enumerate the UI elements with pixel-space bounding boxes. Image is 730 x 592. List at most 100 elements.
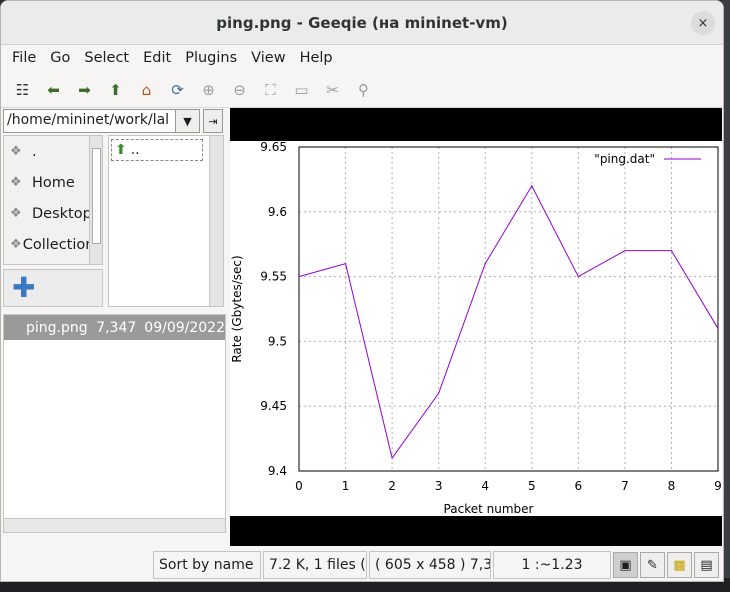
x-tick-label: 9 [714,479,722,493]
plus-icon: ✚ [12,271,36,304]
back-icon[interactable]: ⬅ [47,80,60,99]
preferences-icon[interactable]: ✂ [326,80,339,99]
info-button[interactable]: ▣ [613,552,638,578]
refresh-icon[interactable]: ⟳ [171,80,184,99]
data-point [391,457,393,459]
parent-folder-item[interactable]: ⬆ .. [111,139,203,161]
image-viewer[interactable]: 0 1 2 3 4 5 6 7 8 9 9.4 9.45 9.5 9.55 9.6 9.65 Packet nu… [230,108,722,546]
path-bar: /home/mininet/work/lal ▼ ⇥ [3,109,226,133]
y-tick-label: 9.55 [260,270,287,284]
y-axis-label: Rate (Gbytes/sec) [230,255,244,362]
y-tick-label: 9.4 [268,464,287,478]
add-bookmark-button[interactable]: ✚ [3,269,103,307]
x-tick-label: 2 [388,479,396,493]
desktop-background [722,0,730,592]
folder-icon: ❖ [10,206,22,221]
pencil-icon: ✎ [647,557,658,573]
close-button[interactable]: × [691,11,715,35]
menu-file[interactable]: File [12,50,37,66]
toolbar: ☷ ⬅ ➡ ⬆ ⌂ ⟳ ⊕ ⊖ ⛶ ▭ ✂ ⚲ [1,72,723,108]
forward-icon[interactable]: ➡ [78,80,91,99]
legend-label: "ping.dat" [594,152,655,166]
data-point [298,276,300,278]
zoom-in-icon[interactable]: ⊕ [202,80,215,99]
x-tick-label: 1 [342,479,350,493]
data-point [577,276,579,278]
x-tick-label: 4 [481,479,489,493]
menu-go[interactable]: Go [50,50,71,66]
file-size: 7,347 [96,319,137,336]
path-go-button[interactable]: ⇥ [203,109,223,133]
status-bar: Sort by name 7.2 K, 1 files ( ( 605 x 45… [1,549,723,581]
directory-list: ⬆ .. [108,135,224,307]
data-point [484,263,486,265]
menu-help[interactable]: Help [299,50,333,66]
menubar: File Go Select Edit Plugins View Help [1,45,723,71]
zoom-fit-icon[interactable]: ⛶ [265,80,276,99]
bookmarks-list: ❖. ❖ Home ❖ Desktop ❖ Collections [3,135,103,265]
line-chart: 0 1 2 3 4 5 6 7 8 9 9.4 9.45 9.5 9.55 9.6 9.65 Packet nu… [230,140,722,516]
pen-button[interactable]: ✎ [640,552,665,578]
file-name: ping.png [26,319,88,336]
y-tick-label: 9.45 [260,399,287,413]
path-input[interactable]: /home/mininet/work/lal [3,109,176,133]
save-icon: ▤ [700,557,713,573]
data-point [531,185,533,187]
data-point [717,327,719,330]
color-button[interactable]: ▩ [667,552,692,578]
y-tick-label: 9.6 [268,205,287,219]
home-icon[interactable]: ⌂ [141,80,152,99]
y-tick-label: 9.65 [260,141,287,154]
bookmarks-scrollbar[interactable] [89,136,102,264]
bookmark-item[interactable]: ❖ Desktop [10,205,92,222]
titlebar: ping.png - Geeqie (на mininet-vm) × [1,1,723,45]
pin-icon[interactable]: ⚲ [358,80,369,99]
folder-icon: ❖ [10,144,22,159]
menu-edit[interactable]: Edit [143,50,172,66]
info-icon: ▣ [619,557,632,573]
close-icon: × [697,15,709,31]
data-point [624,250,626,252]
plot-image: 0 1 2 3 4 5 6 7 8 9 9.4 9.45 9.5 9.55 9.6 9.65 Packet nu… [230,140,722,516]
plot-frame [298,146,719,472]
up-icon[interactable]: ⬆ [109,80,122,99]
color-palette-icon: ▩ [673,557,686,573]
x-tick-label: 5 [528,479,536,493]
chevron-down-icon: ▼ [183,114,192,128]
x-tick-label: 8 [668,479,676,493]
series-line [298,184,719,460]
menu-view[interactable]: View [251,50,286,66]
file-list-scrollbar[interactable] [4,518,225,532]
zoom-1-1-icon[interactable]: ▭ [294,80,309,99]
data-point [344,263,347,265]
file-row[interactable]: ping.png 7,347 09/09/2022 [4,315,225,340]
file-count-status: 7.2 K, 1 files ( [263,551,367,579]
menu-select[interactable]: Select [84,50,130,66]
up-arrow-icon: ⬆ [115,142,127,158]
path-dropdown-button[interactable]: ▼ [176,109,200,133]
y-tick-label: 9.5 [268,334,287,348]
save-button[interactable]: ▤ [694,552,719,578]
x-tick-label: 3 [435,479,443,493]
x-tick-label: 7 [621,479,629,493]
folder-icon: ❖ [10,175,22,190]
thumbnails-icon[interactable]: ☷ [15,80,30,99]
zoom-out-icon[interactable]: ⊖ [233,80,246,99]
x-tick-label: 0 [295,479,303,493]
bookmark-item[interactable]: ❖ Collections [10,236,102,253]
image-dimensions-status: ( 605 x 458 ) 7,3 [369,551,491,579]
menu-plugins[interactable]: Plugins [185,50,238,66]
x-tick-label: 6 [575,479,583,493]
sort-button[interactable]: Sort by name [153,551,261,579]
x-axis-label: Packet number [444,502,534,516]
bookmark-item[interactable]: ❖. [10,143,37,160]
file-date: 09/09/2022 [144,319,225,336]
window-title: ping.png - Geeqie (на mininet-vm) [216,13,508,32]
file-list: ping.png 7,347 09/09/2022 [3,314,226,533]
directory-scrollbar[interactable] [209,136,223,306]
data-point [438,392,440,394]
folder-icon: ❖ [10,237,22,252]
data-point [670,250,673,252]
bookmark-item[interactable]: ❖ Home [10,174,75,191]
zoom-status: 1 :~1.23 [493,551,611,579]
